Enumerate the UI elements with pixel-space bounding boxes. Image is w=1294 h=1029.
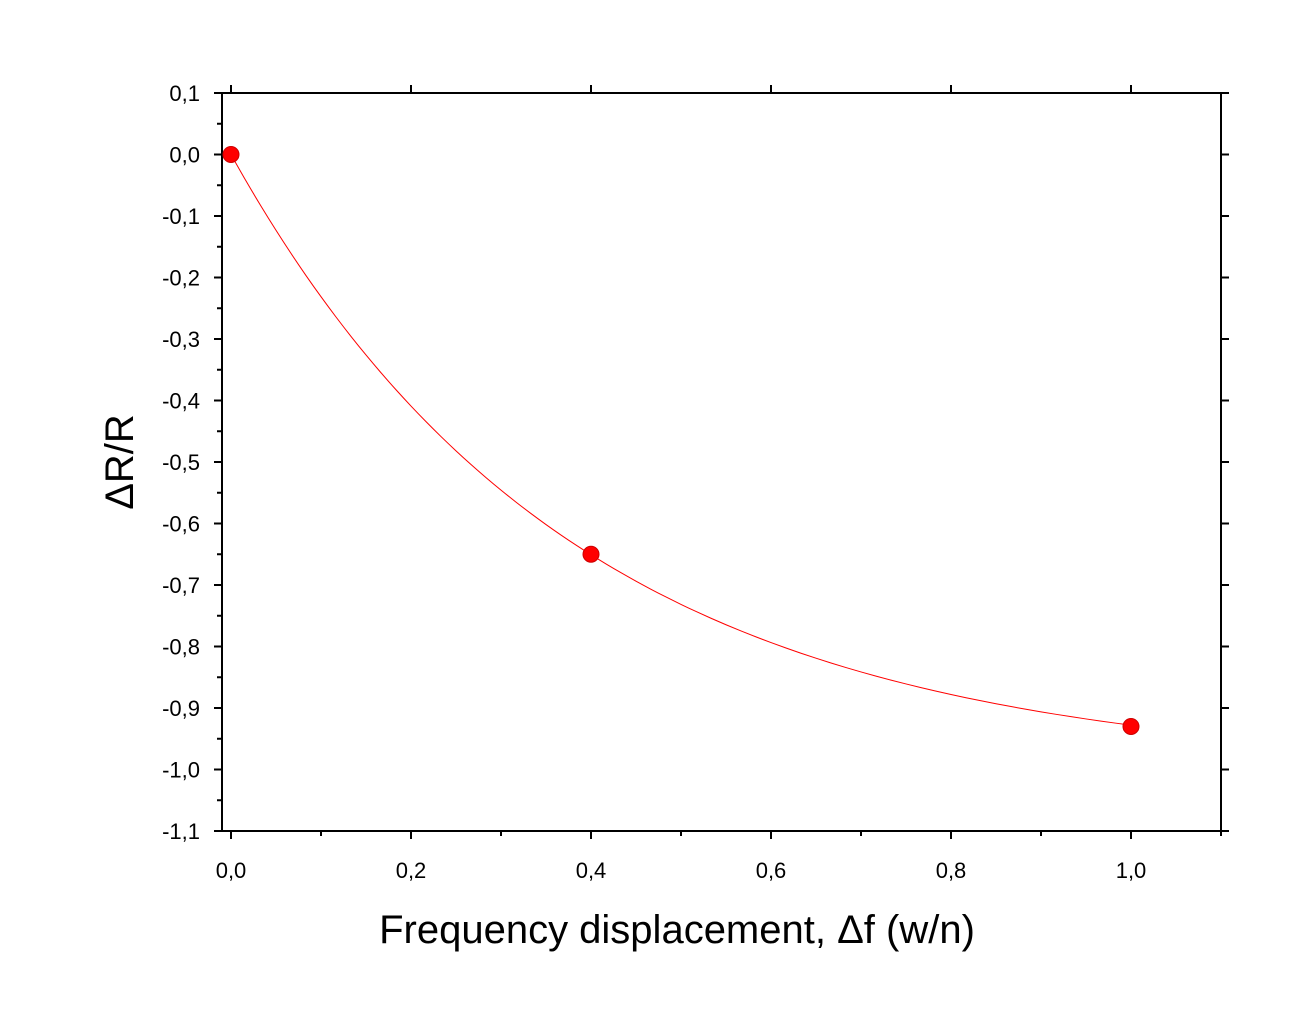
- tick-labels: 0,0 0,2 0,4 0,6 0,8 1,0 0,1 0,0 -0,1 -0,2 -0,3 -0,4…: [162, 81, 1146, 883]
- ticks: [214, 85, 1229, 839]
- y-tick-label: -0,1: [162, 204, 200, 229]
- y-tick-label: -0,5: [162, 450, 200, 475]
- y-tick-label: -1,1: [162, 819, 200, 844]
- fit-curve: [230, 154, 1132, 726]
- y-tick-label: -0,8: [162, 635, 200, 660]
- y-tick-label: 0,1: [169, 81, 200, 106]
- data-point: [1122, 717, 1140, 735]
- y-tick-label: -0,3: [162, 327, 200, 352]
- x-tick-label: 0,4: [576, 858, 607, 883]
- y-axis-title: ΔR/R: [98, 414, 142, 510]
- y-tick-label: -0,6: [162, 512, 200, 537]
- plot-frame: [221, 92, 1222, 832]
- x-tick-label: 0,6: [756, 858, 787, 883]
- x-tick-label: 1,0: [1116, 858, 1147, 883]
- y-tick-label: -0,4: [162, 389, 200, 414]
- y-tick-label: 0,0: [169, 143, 200, 168]
- x-axis-title: Frequency displacement, Δf (w/n): [379, 908, 975, 952]
- x-tick-label: 0,8: [936, 858, 967, 883]
- x-tick-label: 0,2: [396, 858, 427, 883]
- data-point: [582, 545, 600, 563]
- y-tick-label: -0,2: [162, 266, 200, 291]
- x-tick-label: 0,0: [216, 858, 247, 883]
- y-tick-label: -1,0: [162, 758, 200, 783]
- data-point: [222, 146, 240, 163]
- data-points: [222, 146, 1140, 735]
- y-tick-label: -0,9: [162, 696, 200, 721]
- y-tick-label: -0,7: [162, 573, 200, 598]
